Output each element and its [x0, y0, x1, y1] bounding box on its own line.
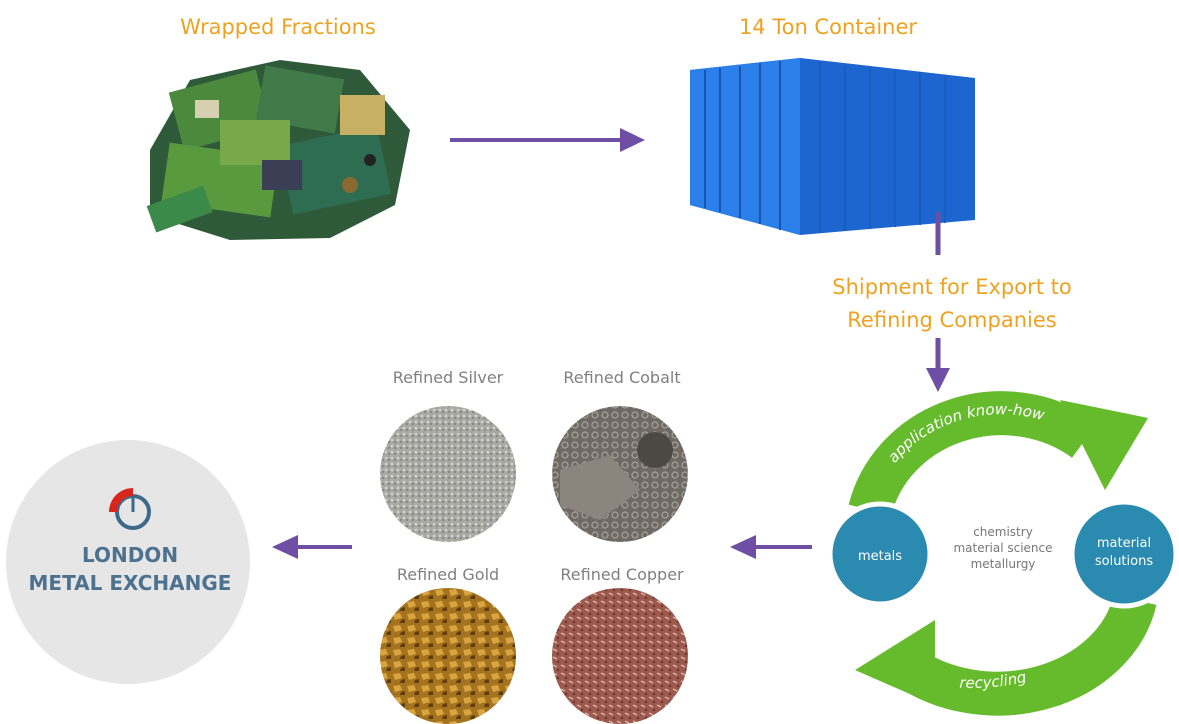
diagram: Wrapped Fractions 14 Ton Container Shipm… [0, 0, 1179, 724]
arrow [926, 338, 950, 392]
arrow [450, 128, 645, 152]
page: Wrapped Fractions 14 Ton Container Shipm… [0, 0, 1179, 724]
cycle-center: material science [953, 541, 1052, 555]
cycle-node: solutions [1095, 554, 1153, 569]
cycle-center: chemistry [973, 525, 1033, 539]
metal-label: Refined Gold [397, 565, 499, 584]
metal-label: Refined Copper [560, 565, 684, 584]
cycle: application know-how recycling metals ma… [830, 400, 1176, 705]
arrow [730, 535, 812, 559]
arrow [272, 535, 352, 559]
cycle-node: metals [858, 549, 902, 564]
step-label: Wrapped Fractions [180, 15, 376, 39]
metal-label: Refined Silver [393, 368, 504, 387]
step-label: 14 Ton Container [739, 15, 917, 39]
container [690, 58, 975, 235]
metal-image [552, 588, 688, 724]
step-label: Refining Companies [847, 308, 1056, 332]
pcb-pile [147, 60, 410, 240]
exchange-logo: LONDON METAL EXCHANGE [6, 440, 250, 684]
cycle-center: metallurgy [971, 557, 1036, 571]
exchange-name: METAL EXCHANGE [29, 571, 232, 595]
metal-image [552, 406, 688, 542]
exchange-name: LONDON [82, 543, 178, 567]
metal-label: Refined Cobalt [563, 368, 680, 387]
step-label: Shipment for Export to [832, 275, 1071, 299]
metal-image [380, 406, 516, 542]
metal-image [380, 588, 516, 724]
cycle-node: material [1097, 536, 1151, 551]
